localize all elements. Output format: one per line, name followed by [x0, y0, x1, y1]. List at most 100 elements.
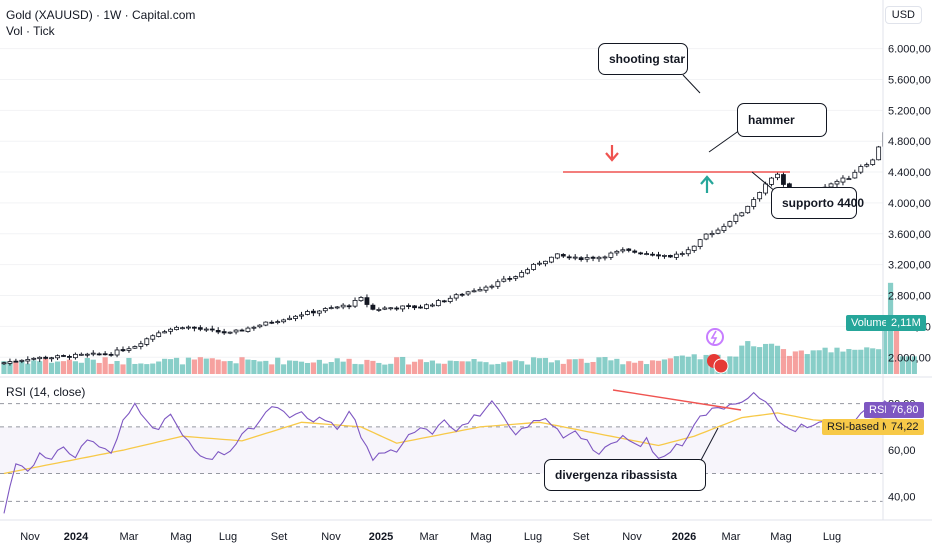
time-tick-label: Lug [524, 531, 542, 543]
price-tick-label: 3.200,00 [888, 260, 931, 272]
candle-body [126, 348, 132, 351]
volume-bar [882, 326, 888, 374]
candle-body [114, 349, 120, 356]
rsi-tick-label: 40,00 [888, 492, 916, 504]
candle-body [186, 326, 191, 329]
volume-bar [411, 361, 418, 374]
volume-bar [281, 364, 287, 374]
rsi-indicator-label[interactable]: RSI (14, close) [6, 385, 86, 399]
candle-body [388, 307, 394, 310]
volume-bar [25, 363, 31, 374]
candle-body [566, 256, 572, 259]
candle-body [620, 249, 626, 252]
candle-body [441, 300, 447, 303]
candle-body [382, 307, 388, 310]
time-tick-label: 2025 [369, 531, 393, 543]
volume-bar [673, 356, 679, 374]
candle-body [870, 159, 876, 165]
volume-bar [596, 357, 602, 374]
volume-bar [132, 363, 138, 374]
candle-body [638, 252, 644, 255]
volume-bar [525, 364, 531, 374]
volume-bar [870, 348, 876, 374]
volume-bar [78, 362, 84, 374]
candle-body [549, 256, 554, 263]
volume-bar [352, 363, 358, 374]
candle-body [73, 353, 78, 359]
volume-bar [608, 360, 614, 374]
candle-body [531, 263, 536, 270]
volume-bar [786, 355, 792, 374]
volume-bar [578, 358, 584, 374]
candle-body [340, 304, 346, 308]
candle-body [673, 253, 679, 258]
candle-body [424, 304, 429, 309]
candle-body [209, 328, 215, 331]
price-tick-label: 5.200,00 [888, 105, 931, 117]
candle-body [757, 192, 763, 200]
grid-layer [0, 48, 883, 358]
volume-bar [370, 360, 376, 374]
volume-bar [703, 354, 709, 374]
volume-bar [542, 357, 549, 374]
shooting-star-callout[interactable]: shooting star [598, 43, 688, 75]
volume-bar [584, 362, 590, 374]
volume-bar [37, 361, 43, 374]
candle-body [525, 269, 530, 274]
candle-body [90, 352, 96, 355]
volume-bar [179, 364, 186, 374]
candle-body [251, 326, 257, 329]
candle-body [537, 262, 542, 265]
candle-body [763, 183, 768, 194]
volume-bar [697, 359, 703, 374]
volume-bar [429, 360, 435, 374]
candle-body [477, 289, 483, 292]
volume-bar [792, 351, 798, 374]
volume-bar [483, 362, 489, 374]
candle-body [489, 285, 495, 288]
candle-body [906, 129, 910, 130]
candle-body [352, 300, 358, 307]
candle-body [31, 357, 37, 360]
volume-bar [858, 349, 864, 374]
volume-bar [197, 357, 203, 374]
volume-bar [215, 359, 221, 374]
candle-body [912, 125, 916, 129]
currency-selector[interactable]: USD [884, 6, 922, 24]
support-callout[interactable]: supporto 4400 [771, 187, 864, 219]
volume-indicator-label[interactable]: Vol · Tick [6, 24, 55, 38]
volume-bar [626, 361, 632, 374]
volume-bar [757, 347, 763, 374]
volume-bar [822, 347, 828, 374]
time-tick-label: Lug [823, 531, 841, 543]
hammer-pointer [708, 129, 741, 153]
volume-bar [780, 349, 787, 374]
candle-body [55, 355, 60, 359]
candle-body [852, 171, 858, 179]
candle-body [745, 205, 751, 214]
volume-bar [31, 360, 37, 374]
rsi-line [3, 391, 915, 514]
volume-bar [667, 358, 673, 374]
volume-badge-label: Volume [846, 315, 893, 331]
candle-body [697, 239, 703, 247]
volume-bar [691, 354, 697, 374]
shooting-star-pointer [682, 74, 701, 94]
candle-body [275, 321, 281, 323]
candle-body [626, 248, 632, 251]
volume-bar [108, 363, 114, 374]
annotations [563, 74, 790, 463]
price-tick-label: 4.800,00 [888, 136, 931, 148]
candle-body [299, 314, 304, 317]
candle-body [614, 250, 620, 254]
volume-bar [340, 361, 346, 374]
candle-body [61, 355, 66, 357]
divergence-callout[interactable]: divergenza ribassista [544, 459, 706, 491]
time-tick-label: Nov [321, 531, 341, 543]
candle-body [459, 293, 465, 296]
candle-body [685, 249, 691, 255]
volume-bar [590, 361, 596, 374]
hammer-callout[interactable]: hammer [737, 103, 827, 137]
volume-bar [536, 358, 543, 374]
